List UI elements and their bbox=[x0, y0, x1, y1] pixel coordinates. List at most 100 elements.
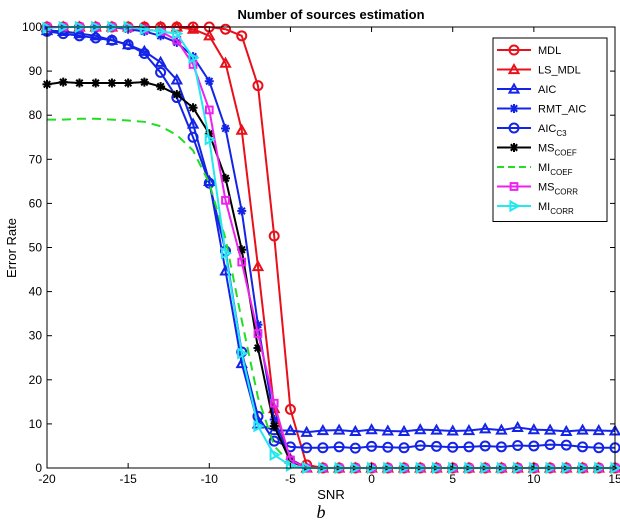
data-point bbox=[237, 257, 247, 267]
series-layer bbox=[40, 20, 620, 475]
data-point bbox=[204, 105, 214, 115]
data-point bbox=[269, 448, 281, 461]
data-point bbox=[221, 195, 230, 205]
x-tick-label: 15 bbox=[608, 472, 620, 486]
y-tick-label: 40 bbox=[29, 285, 43, 299]
data-point bbox=[397, 424, 411, 436]
y-tick-label: 20 bbox=[29, 373, 43, 387]
star-stroke bbox=[189, 103, 198, 112]
data-point bbox=[593, 442, 605, 454]
data-point bbox=[91, 78, 101, 88]
data-point bbox=[268, 230, 280, 242]
legend-item-ms-corr: MSCORR bbox=[497, 182, 578, 197]
legend-marker bbox=[509, 143, 519, 152]
data-point bbox=[430, 440, 442, 452]
legend-item-mi-corr: MICORR bbox=[497, 199, 574, 216]
data-point bbox=[268, 435, 280, 447]
legend-marker bbox=[508, 44, 520, 56]
data-point bbox=[106, 34, 118, 46]
y-tick-label: 30 bbox=[29, 329, 43, 343]
data-point bbox=[592, 423, 605, 436]
legend-label-text: MDL bbox=[538, 45, 561, 57]
legend-label-subscript: COEF bbox=[555, 149, 577, 158]
data-point bbox=[366, 440, 378, 452]
data-point bbox=[301, 442, 313, 454]
star-stroke bbox=[237, 206, 246, 215]
legend-item-rmt-aic: RMT_AIC bbox=[497, 104, 586, 116]
data-point bbox=[172, 89, 182, 99]
data-point bbox=[73, 27, 86, 39]
data-point bbox=[479, 440, 491, 452]
data-point bbox=[349, 442, 361, 454]
data-point bbox=[365, 423, 378, 435]
x-tick-label: 0 bbox=[368, 472, 375, 486]
star-stroke bbox=[510, 104, 518, 113]
data-point bbox=[251, 259, 265, 272]
data-point bbox=[220, 247, 233, 260]
legend-label: MICOEF bbox=[538, 162, 573, 177]
data-point bbox=[446, 424, 459, 436]
legend-label-subscript: CORR bbox=[550, 207, 574, 216]
legend-label: MSCORR bbox=[538, 182, 578, 197]
data-point bbox=[269, 421, 279, 431]
data-point bbox=[414, 423, 427, 435]
legend-marker bbox=[509, 199, 521, 213]
legend-label-text: LS_MDL bbox=[538, 65, 581, 77]
y-tick-label: 10 bbox=[29, 417, 43, 431]
star-stroke bbox=[172, 90, 181, 99]
legend-marker bbox=[508, 122, 520, 134]
data-point bbox=[204, 133, 216, 146]
legend-item-aic: AIC bbox=[497, 82, 556, 96]
data-point bbox=[478, 422, 492, 434]
x-axis-label: SNR bbox=[317, 487, 344, 502]
x-tick-label: 10 bbox=[527, 472, 541, 486]
legend-label-text: AIC bbox=[538, 123, 556, 135]
legend-label-text: AIC bbox=[538, 84, 556, 96]
legend-label-text: MS bbox=[538, 182, 555, 194]
star-stroke bbox=[91, 79, 100, 87]
data-point bbox=[511, 420, 524, 433]
star-stroke bbox=[107, 79, 116, 87]
data-point bbox=[156, 25, 168, 38]
star-stroke bbox=[59, 78, 68, 87]
data-point bbox=[495, 423, 508, 435]
data-point bbox=[253, 329, 263, 338]
data-point bbox=[170, 73, 184, 85]
data-point bbox=[430, 423, 443, 435]
x-tick-label: -5 bbox=[285, 472, 296, 486]
data-point bbox=[560, 424, 573, 436]
data-point bbox=[349, 424, 362, 436]
data-point bbox=[204, 76, 214, 86]
legend-marker bbox=[507, 82, 521, 94]
data-point bbox=[172, 27, 184, 40]
data-point bbox=[107, 78, 117, 88]
data-point bbox=[414, 440, 426, 452]
star-stroke bbox=[205, 77, 214, 86]
data-point bbox=[236, 30, 248, 42]
y-tick-label: 60 bbox=[29, 196, 43, 210]
legend-label-subscript: C3 bbox=[556, 129, 567, 138]
star-stroke bbox=[156, 82, 165, 91]
data-point bbox=[237, 347, 249, 360]
data-point bbox=[381, 424, 394, 436]
data-point bbox=[155, 66, 167, 78]
data-point bbox=[154, 55, 167, 67]
y-tick-label: 0 bbox=[35, 461, 42, 475]
star-stroke bbox=[270, 422, 279, 431]
data-point bbox=[560, 439, 572, 451]
star-stroke bbox=[221, 124, 230, 133]
x-tick-label: 5 bbox=[449, 472, 456, 486]
star-stroke bbox=[75, 79, 84, 87]
y-axis: 0 10 20 30 40 50 60 70 80 90 100 bbox=[22, 20, 615, 475]
data-point bbox=[284, 423, 297, 436]
figure-caption: b bbox=[317, 502, 326, 522]
legend-label: MICORR bbox=[538, 201, 574, 216]
data-point bbox=[398, 442, 410, 454]
legend-label-text: MS bbox=[538, 143, 555, 155]
data-point bbox=[252, 410, 264, 422]
data-point bbox=[333, 441, 345, 453]
x-tick-label: -20 bbox=[38, 472, 56, 486]
data-point bbox=[89, 29, 102, 41]
y-tick-label: 80 bbox=[29, 108, 43, 122]
